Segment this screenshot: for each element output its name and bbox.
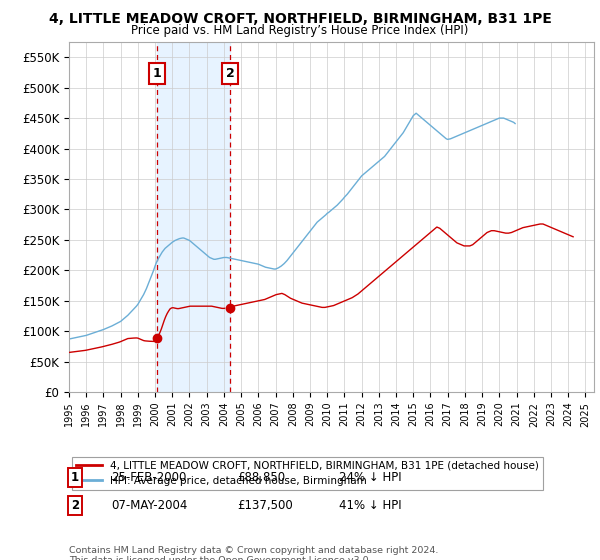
Text: 2: 2 [226, 67, 235, 80]
Text: 41% ↓ HPI: 41% ↓ HPI [339, 498, 401, 512]
Text: £88,850: £88,850 [237, 470, 285, 484]
Text: 1: 1 [71, 470, 79, 484]
Text: 1: 1 [153, 67, 161, 80]
Text: 24% ↓ HPI: 24% ↓ HPI [339, 470, 401, 484]
Text: 2: 2 [71, 498, 79, 512]
Text: £137,500: £137,500 [237, 498, 293, 512]
Text: Contains HM Land Registry data © Crown copyright and database right 2024.
This d: Contains HM Land Registry data © Crown c… [69, 546, 439, 560]
Bar [157, 42, 230, 392]
Text: 4, LITTLE MEADOW CROFT, NORTHFIELD, BIRMINGHAM, B31 1PE: 4, LITTLE MEADOW CROFT, NORTHFIELD, BIRM… [49, 12, 551, 26]
Text: 07-MAY-2004: 07-MAY-2004 [111, 498, 187, 512]
Legend: 4, LITTLE MEADOW CROFT, NORTHFIELD, BIRMINGHAM, B31 1PE (detached house), HPI: A: 4, LITTLE MEADOW CROFT, NORTHFIELD, BIRM… [71, 457, 543, 490]
Text: 25-FEB-2000: 25-FEB-2000 [111, 470, 187, 484]
Text: Price paid vs. HM Land Registry’s House Price Index (HPI): Price paid vs. HM Land Registry’s House … [131, 24, 469, 36]
